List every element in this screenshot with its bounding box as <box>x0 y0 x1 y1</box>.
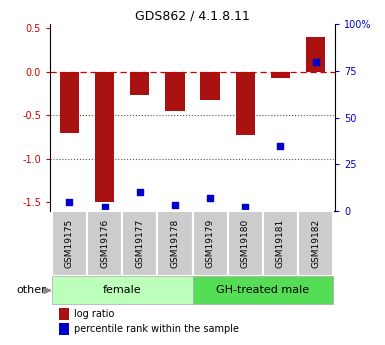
Bar <box>192 211 228 276</box>
Bar <box>228 211 263 276</box>
Text: GSM19178: GSM19178 <box>171 219 179 268</box>
Bar <box>87 211 122 276</box>
Text: GSM19179: GSM19179 <box>206 219 214 268</box>
Bar <box>165 72 184 111</box>
Bar <box>263 211 298 276</box>
Text: other: other <box>17 285 50 295</box>
Text: log ratio: log ratio <box>74 309 115 319</box>
Text: GH-treated male: GH-treated male <box>216 285 310 295</box>
Bar <box>192 276 333 305</box>
Point <box>207 195 213 201</box>
Text: GSM19182: GSM19182 <box>311 219 320 268</box>
Bar <box>95 72 114 202</box>
Bar <box>59 323 69 335</box>
Text: female: female <box>103 285 141 295</box>
Bar <box>59 308 69 319</box>
Bar <box>52 211 87 276</box>
Text: GSM19176: GSM19176 <box>100 219 109 268</box>
Bar <box>201 72 220 100</box>
Point <box>137 190 143 195</box>
Text: GSM19180: GSM19180 <box>241 219 250 268</box>
Text: GSM19177: GSM19177 <box>135 219 144 268</box>
Point <box>102 205 108 210</box>
Bar <box>60 72 79 133</box>
Bar <box>298 211 333 276</box>
Bar <box>130 72 149 96</box>
Bar <box>306 37 325 72</box>
Bar <box>52 276 192 305</box>
Text: GSM19175: GSM19175 <box>65 219 74 268</box>
Title: GDS862 / 4.1.8.11: GDS862 / 4.1.8.11 <box>135 10 250 23</box>
Bar <box>236 72 255 135</box>
Bar <box>122 211 157 276</box>
Bar <box>157 211 192 276</box>
Text: percentile rank within the sample: percentile rank within the sample <box>74 324 239 334</box>
Point <box>242 205 248 210</box>
Point <box>172 203 178 208</box>
Point <box>66 199 72 205</box>
Point <box>313 59 319 64</box>
Point <box>277 143 283 148</box>
Bar <box>271 72 290 78</box>
Text: GSM19181: GSM19181 <box>276 219 285 268</box>
